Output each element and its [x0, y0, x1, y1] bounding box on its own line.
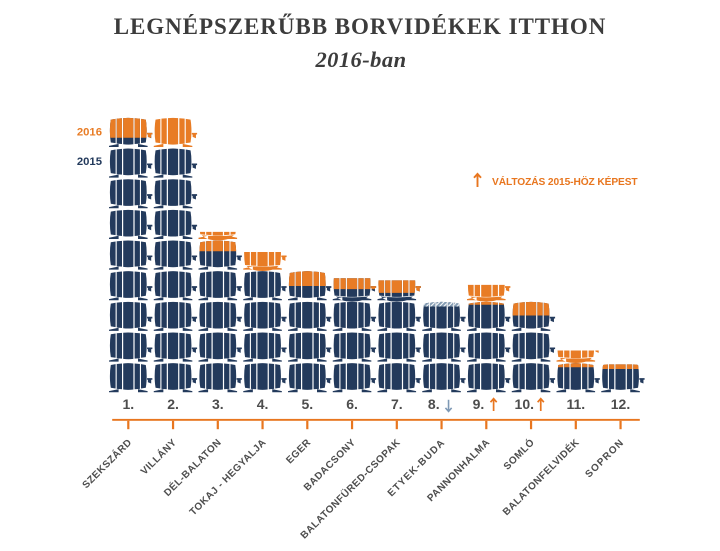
- svg-text:4.: 4.: [257, 396, 269, 412]
- svg-text:3.: 3.: [212, 396, 224, 412]
- svg-text:VÁLTOZÁS 2015-HÖZ KÉPEST: VÁLTOZÁS 2015-HÖZ KÉPEST: [492, 175, 638, 188]
- svg-text:12.: 12.: [611, 396, 630, 412]
- svg-text:9.: 9.: [473, 396, 485, 412]
- svg-text:7.: 7.: [391, 396, 403, 412]
- svg-text:8.: 8.: [428, 396, 440, 412]
- svg-text:5.: 5.: [301, 396, 313, 412]
- svg-text:2016: 2016: [77, 127, 102, 139]
- svg-text:2015: 2015: [77, 156, 102, 168]
- svg-text:11.: 11.: [566, 396, 585, 412]
- svg-text:LEGNÉPSZERŰBB BORVIDÉKEK ITTHO: LEGNÉPSZERŰBB BORVIDÉKEK ITTHON: [114, 13, 607, 39]
- svg-text:2016-ban: 2016-ban: [314, 47, 406, 72]
- svg-text:1.: 1.: [122, 396, 134, 412]
- svg-text:2.: 2.: [167, 396, 179, 412]
- svg-text:6.: 6.: [346, 396, 358, 412]
- svg-text:10.: 10.: [515, 396, 534, 412]
